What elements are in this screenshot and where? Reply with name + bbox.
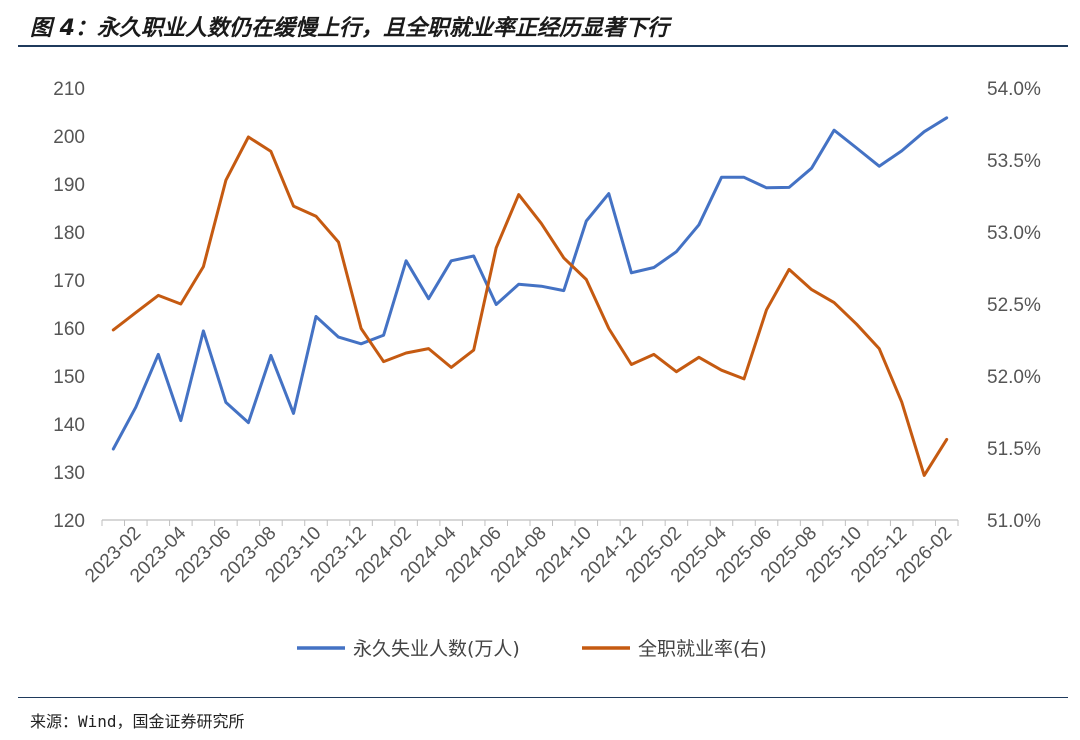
- line-chart: 120 130 140 150 160 170 180 190 200 210 51.0% 51.5…: [53, 79, 1041, 660]
- figure-title: 图 4：永久职业人数仍在缓慢上行，且全职就业率正经历显著下行: [30, 16, 669, 41]
- left-tick-label: 150: [53, 367, 85, 388]
- left-tick-label: 210: [53, 79, 85, 100]
- right-tick-label: 51.0%: [987, 511, 1041, 532]
- left-tick-label: 120: [53, 511, 85, 532]
- right-tick-label: 52.0%: [987, 367, 1041, 388]
- legend-label-2: 全职就业率(右): [638, 638, 767, 660]
- left-tick-label: 180: [53, 223, 85, 244]
- title-rule: [18, 45, 1068, 47]
- left-axis: 120 130 140 150 160 170 180 190 200 210: [53, 79, 85, 532]
- source-note: 来源：Wind，国金证券研究所: [30, 712, 245, 731]
- left-tick-label: 200: [53, 127, 85, 148]
- left-tick-label: 160: [53, 319, 85, 340]
- right-axis: 51.0% 51.5% 52.0% 52.5% 53.0% 53.5% 54.0%: [987, 79, 1041, 532]
- series-line-2: [111, 135, 949, 477]
- legend: 永久失业人数(万人) 全职就业率(右): [297, 638, 767, 660]
- series-line-1: [111, 116, 949, 451]
- left-tick-label: 170: [53, 271, 85, 292]
- legend-label-1: 永久失业人数(万人): [353, 638, 520, 660]
- left-tick-label: 130: [53, 463, 85, 484]
- x-axis: 2023-022023-042023-062023-082023-102023-…: [81, 519, 959, 587]
- right-tick-label: 54.0%: [987, 79, 1041, 100]
- right-tick-label: 53.5%: [987, 151, 1041, 172]
- source-rule: [18, 697, 1068, 698]
- right-tick-label: 51.5%: [987, 439, 1041, 460]
- left-tick-label: 190: [53, 175, 85, 196]
- right-tick-label: 52.5%: [987, 295, 1041, 316]
- left-tick-label: 140: [53, 415, 85, 436]
- series-layer: [111, 116, 949, 477]
- right-tick-label: 53.0%: [987, 223, 1041, 244]
